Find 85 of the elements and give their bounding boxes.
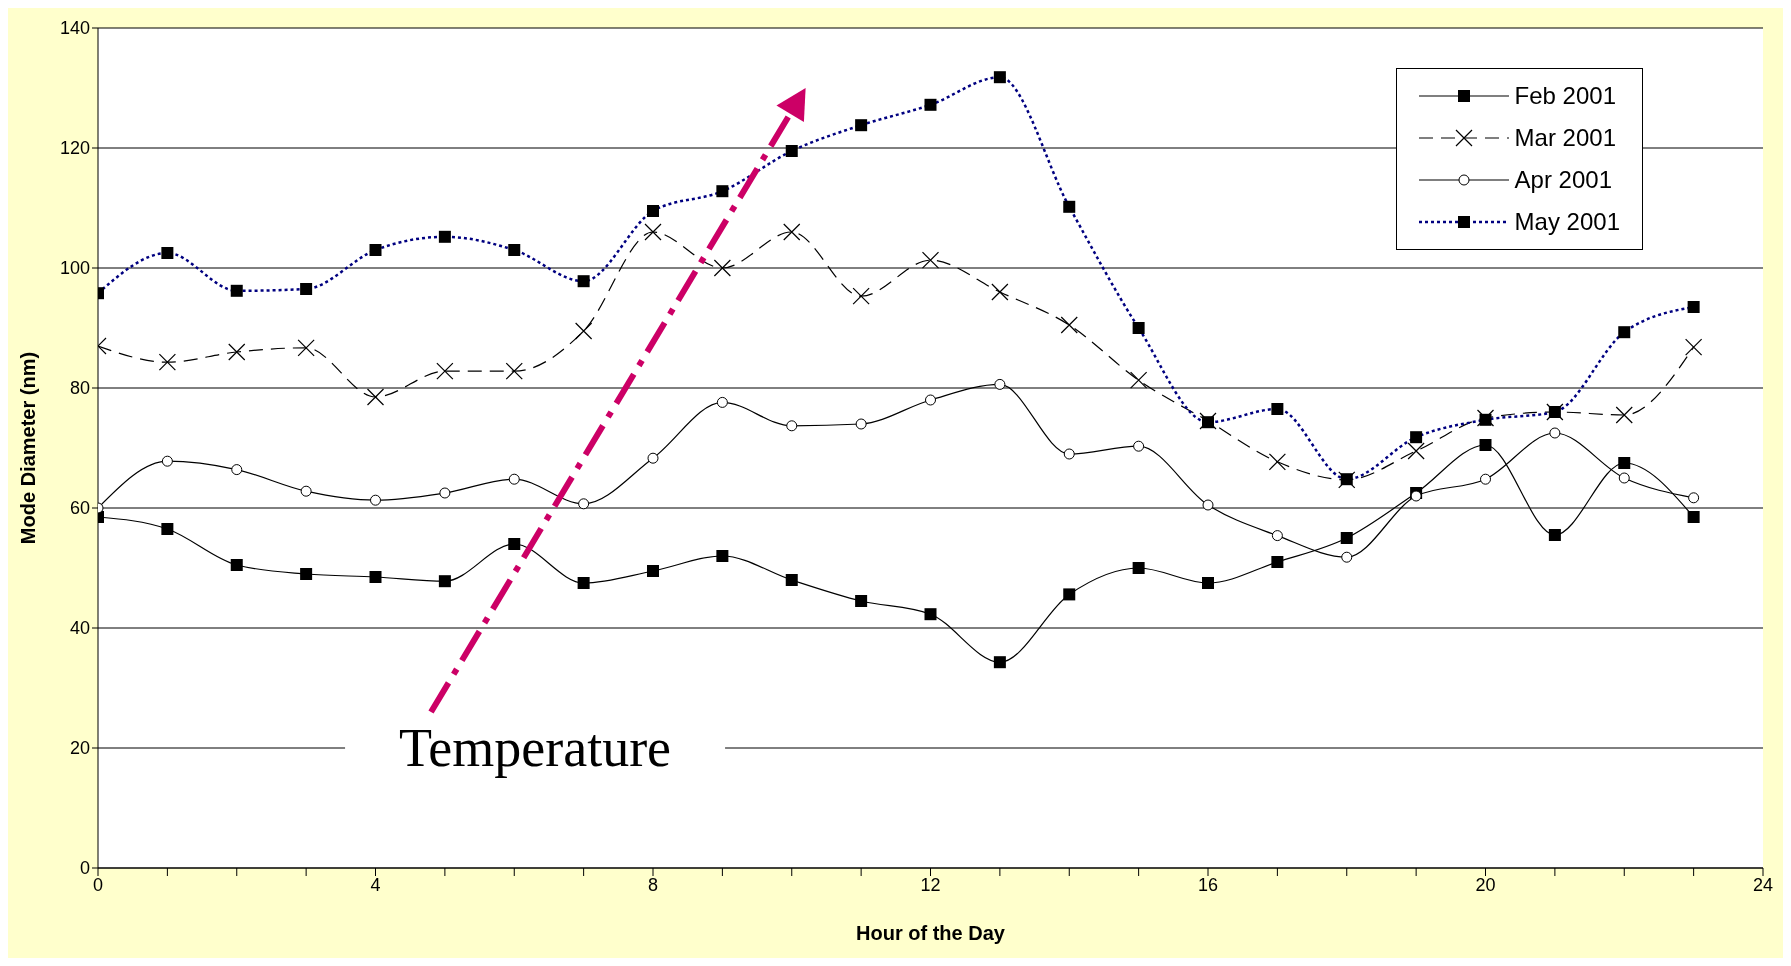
x-axis-title: Hour of the Day — [856, 922, 1006, 944]
y-tick-label: 140 — [59, 18, 90, 39]
point — [1480, 473, 1491, 485]
point — [1202, 577, 1214, 589]
point — [991, 283, 1009, 301]
point — [1340, 532, 1353, 544]
point — [1618, 472, 1630, 484]
point — [370, 494, 381, 506]
point — [161, 455, 173, 467]
x-tick-label: 4 — [370, 874, 381, 895]
legend-label: Mar 2001 — [1514, 124, 1616, 152]
y-tick-label: 120 — [59, 138, 90, 159]
point — [1685, 338, 1703, 356]
point — [1615, 406, 1633, 424]
point — [228, 343, 246, 361]
point — [508, 538, 521, 550]
point — [1063, 448, 1075, 460]
point — [1063, 588, 1076, 601]
x-tick-label: 0 — [92, 874, 104, 895]
point — [1688, 492, 1700, 504]
point — [994, 378, 1006, 390]
point — [852, 287, 870, 305]
point — [783, 223, 801, 241]
point — [647, 452, 659, 464]
point — [1548, 529, 1561, 541]
legend-label: Feb 2001 — [1514, 82, 1617, 110]
legend-label: Apr 2001 — [1514, 166, 1612, 194]
y-tick-label: 0 — [79, 858, 90, 879]
y-tick-label: 80 — [69, 378, 90, 399]
x-tick-label: 16 — [1197, 874, 1219, 895]
point — [577, 577, 590, 589]
point — [1133, 440, 1145, 452]
point — [855, 595, 868, 607]
point — [1407, 442, 1425, 460]
point — [158, 353, 176, 371]
point — [786, 420, 798, 432]
y-tick-label: 20 — [69, 738, 90, 759]
x-tick-label: 12 — [920, 874, 941, 895]
point — [369, 571, 382, 583]
point — [1060, 316, 1078, 334]
point — [1687, 511, 1700, 523]
point — [993, 656, 1006, 669]
point — [1130, 371, 1148, 389]
point — [925, 394, 936, 406]
y-tick-label: 40 — [69, 618, 90, 639]
x-tick-label: 8 — [647, 874, 659, 895]
point — [1202, 499, 1214, 511]
point — [1341, 551, 1353, 563]
x-tick-label: 24 — [1752, 874, 1774, 895]
y-tick-label: 60 — [69, 498, 90, 519]
point — [1618, 457, 1631, 469]
point — [297, 339, 315, 357]
y-axis-title: Mode Diameter (nm) — [17, 351, 40, 545]
point — [785, 574, 798, 586]
x-tick-label: 20 — [1475, 874, 1496, 895]
point — [1268, 453, 1286, 471]
point — [438, 575, 451, 588]
point — [366, 388, 385, 406]
point — [713, 259, 731, 277]
point — [924, 608, 937, 621]
point — [1132, 562, 1145, 574]
point — [439, 487, 451, 499]
point — [1479, 439, 1492, 451]
point — [716, 550, 729, 562]
legend-label: May 2001 — [1514, 208, 1620, 236]
point — [161, 523, 174, 535]
point — [300, 485, 312, 497]
point — [647, 565, 659, 577]
point — [300, 568, 313, 580]
y-tick-label: 100 — [59, 258, 90, 279]
point — [921, 251, 940, 269]
point — [508, 473, 520, 485]
point — [230, 559, 243, 571]
point — [1271, 530, 1283, 542]
point — [575, 322, 593, 340]
point — [578, 498, 590, 510]
point — [231, 464, 243, 476]
point — [1271, 556, 1284, 568]
point — [716, 396, 728, 408]
point — [436, 362, 454, 380]
point — [644, 223, 662, 241]
point — [855, 418, 867, 430]
point — [505, 362, 523, 380]
point — [1549, 427, 1561, 439]
annotation: Temperature — [399, 718, 672, 778]
